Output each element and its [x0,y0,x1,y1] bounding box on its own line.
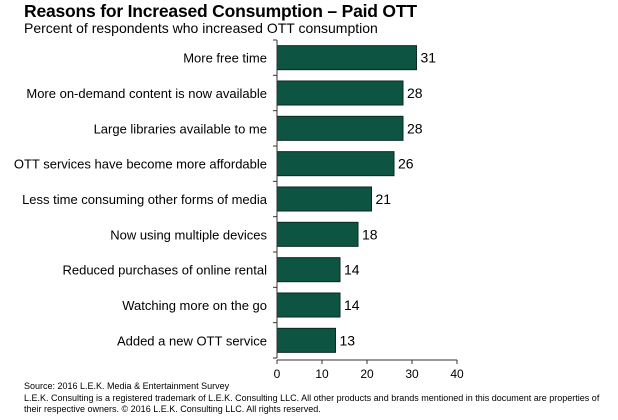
x-tick-label: 40 [450,367,464,381]
chart-subtitle: Percent of respondents who increased OTT… [24,20,378,36]
bar [276,221,359,247]
x-tick-label: 30 [405,367,419,381]
bar [276,45,417,71]
data-label: 14 [344,297,360,313]
data-label: 26 [398,156,414,172]
category-label: Watching more on the go [122,298,267,313]
category-label: Added a new OTT service [117,333,267,348]
footer: Source: 2016 L.E.K. Media & Entertainmen… [24,381,614,416]
category-label: Reduced purchases of online rental [62,263,267,278]
x-tick-label: 20 [360,367,374,381]
category-label: Large libraries available to me [94,121,267,136]
data-label: 18 [362,226,378,242]
category-label: More on-demand content is now available [26,86,267,101]
x-tick-label: 0 [274,367,281,381]
category-label: OTT services have become more affordable [14,157,267,172]
source-note: Source: 2016 L.E.K. Media & Entertainmen… [24,381,230,391]
bar [276,115,404,141]
bar [276,186,372,212]
bar [276,80,404,106]
chart-title: Reasons for Increased Consumption – Paid… [24,1,417,21]
x-tick-label: 10 [315,367,329,381]
bar [276,292,341,318]
data-label: 28 [407,120,423,136]
category-label: Now using multiple devices [110,227,267,242]
bar [276,327,336,353]
data-label: 21 [376,191,392,207]
legal-note: L.E.K. Consulting is a registered tradem… [24,392,600,415]
data-label: 28 [407,85,423,101]
category-label: Less time consuming other forms of media [22,192,268,207]
bar [276,151,395,177]
data-label: 14 [344,262,360,278]
category-label: More free time [183,51,267,66]
data-label: 31 [421,50,437,66]
data-label: 13 [340,332,356,348]
bar [276,257,341,283]
